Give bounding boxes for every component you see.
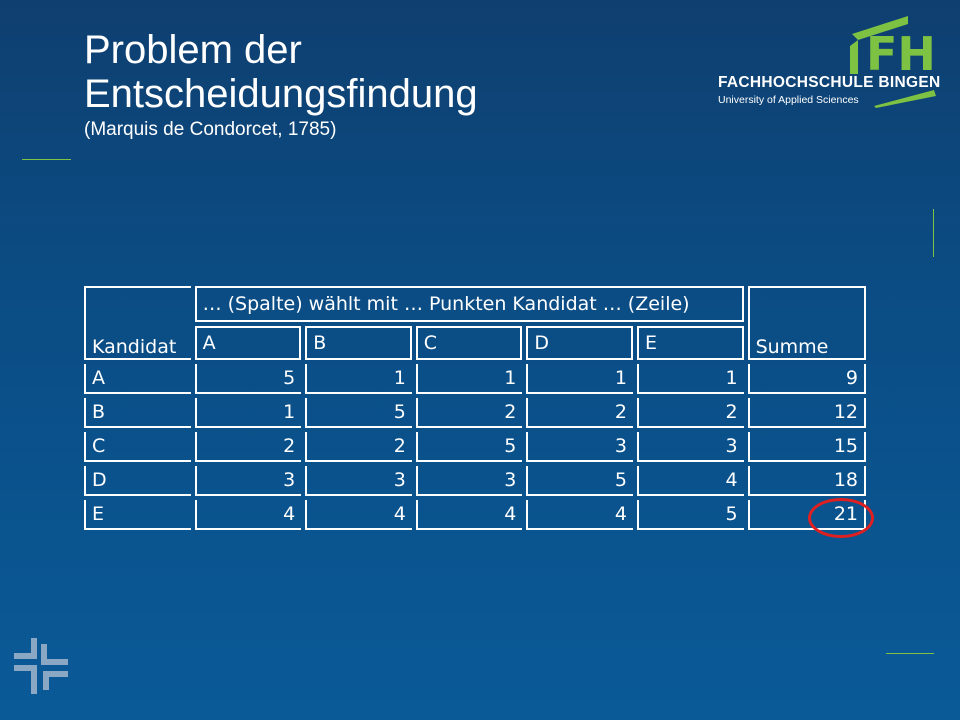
slide-subtitle: (Marquis de Condorcet, 1785) (84, 119, 337, 140)
row-sum: 15 (747, 432, 866, 462)
decorative-line-bottom (886, 653, 934, 654)
table-header-row-1: Kandidat … (Spalte) wählt mit … Punkten … (84, 286, 866, 360)
highlight-circle (808, 498, 874, 538)
table-cell: 1 (526, 364, 633, 394)
table-cell: 5 (526, 466, 633, 496)
decorative-line-right (933, 209, 934, 257)
decorative-line-left (22, 159, 71, 160)
condorcet-table: Kandidat … (Spalte) wählt mit … Punkten … (80, 282, 870, 534)
slide-title-line-2: Entscheidungsfindung (84, 72, 478, 116)
table-cell: 4 (636, 466, 744, 496)
table-cell: 1 (636, 364, 744, 394)
row-label: A (84, 364, 191, 394)
sum-header: Summe (747, 286, 866, 360)
row-sum: 18 (747, 466, 866, 496)
column-header-e: E (636, 326, 744, 360)
table-cell: 4 (415, 500, 523, 530)
voter-span-header: … (Spalte) wählt mit … Punkten Kandidat … (194, 286, 744, 322)
svg-text:FH: FH (866, 27, 936, 74)
table-cell: 2 (415, 398, 523, 428)
row-label: D (84, 466, 191, 496)
column-header-a: A (194, 326, 302, 360)
row-sum: 12 (747, 398, 866, 428)
table-row: A 5 1 1 1 1 9 (84, 364, 866, 394)
table-cell: 3 (526, 432, 633, 462)
column-header-c: C (415, 326, 523, 360)
table-cell: 2 (305, 432, 412, 462)
table-row: C 2 2 5 3 3 15 (84, 432, 866, 462)
table-cell: 2 (526, 398, 633, 428)
row-sum: 9 (747, 364, 866, 394)
fh-logo-icon: FH (850, 16, 936, 81)
logo-tagline: University of Applied Sciences (718, 94, 859, 106)
table-cell: 3 (636, 432, 744, 462)
table-cell: 5 (415, 432, 523, 462)
column-header-b: B (305, 326, 412, 360)
table-cell: 4 (194, 500, 302, 530)
table-cell: 5 (636, 500, 744, 530)
column-header-d: D (526, 326, 633, 360)
table-cell: 1 (194, 398, 302, 428)
table-cell: 3 (415, 466, 523, 496)
table-row: B 1 5 2 2 2 12 (84, 398, 866, 428)
table-row: E 4 4 4 4 5 21 (84, 500, 866, 530)
table-cell: 5 (194, 364, 302, 394)
table-cell: 4 (526, 500, 633, 530)
table-cell: 5 (305, 398, 412, 428)
title-block: Problem der Entscheidungsfindung (Marqui… (84, 28, 478, 142)
table-header-row-2: A B C D E (84, 326, 866, 360)
table-cell: 3 (194, 466, 302, 496)
corner-cross-icon (14, 638, 68, 694)
corner-header: Kandidat (84, 286, 191, 360)
table-row: D 3 3 3 5 4 18 (84, 466, 866, 496)
table-cell: 1 (415, 364, 523, 394)
logo-name: FACHHOCHSCHULE BINGEN (718, 74, 941, 91)
table-cell: 2 (194, 432, 302, 462)
fh-bingen-logo: FH FACHHOCHSCHULE BINGEN University of A… (718, 12, 941, 112)
logo-swoosh-icon (874, 90, 936, 108)
table-cell: 3 (305, 466, 412, 496)
row-label: B (84, 398, 191, 428)
points-table: Kandidat … (Spalte) wählt mit … Punkten … (80, 282, 870, 534)
table-cell: 1 (305, 364, 412, 394)
slide-title-line-1: Problem der (84, 28, 302, 72)
table-cell: 4 (305, 500, 412, 530)
row-label: E (84, 500, 191, 530)
table-cell: 2 (636, 398, 744, 428)
row-label: C (84, 432, 191, 462)
